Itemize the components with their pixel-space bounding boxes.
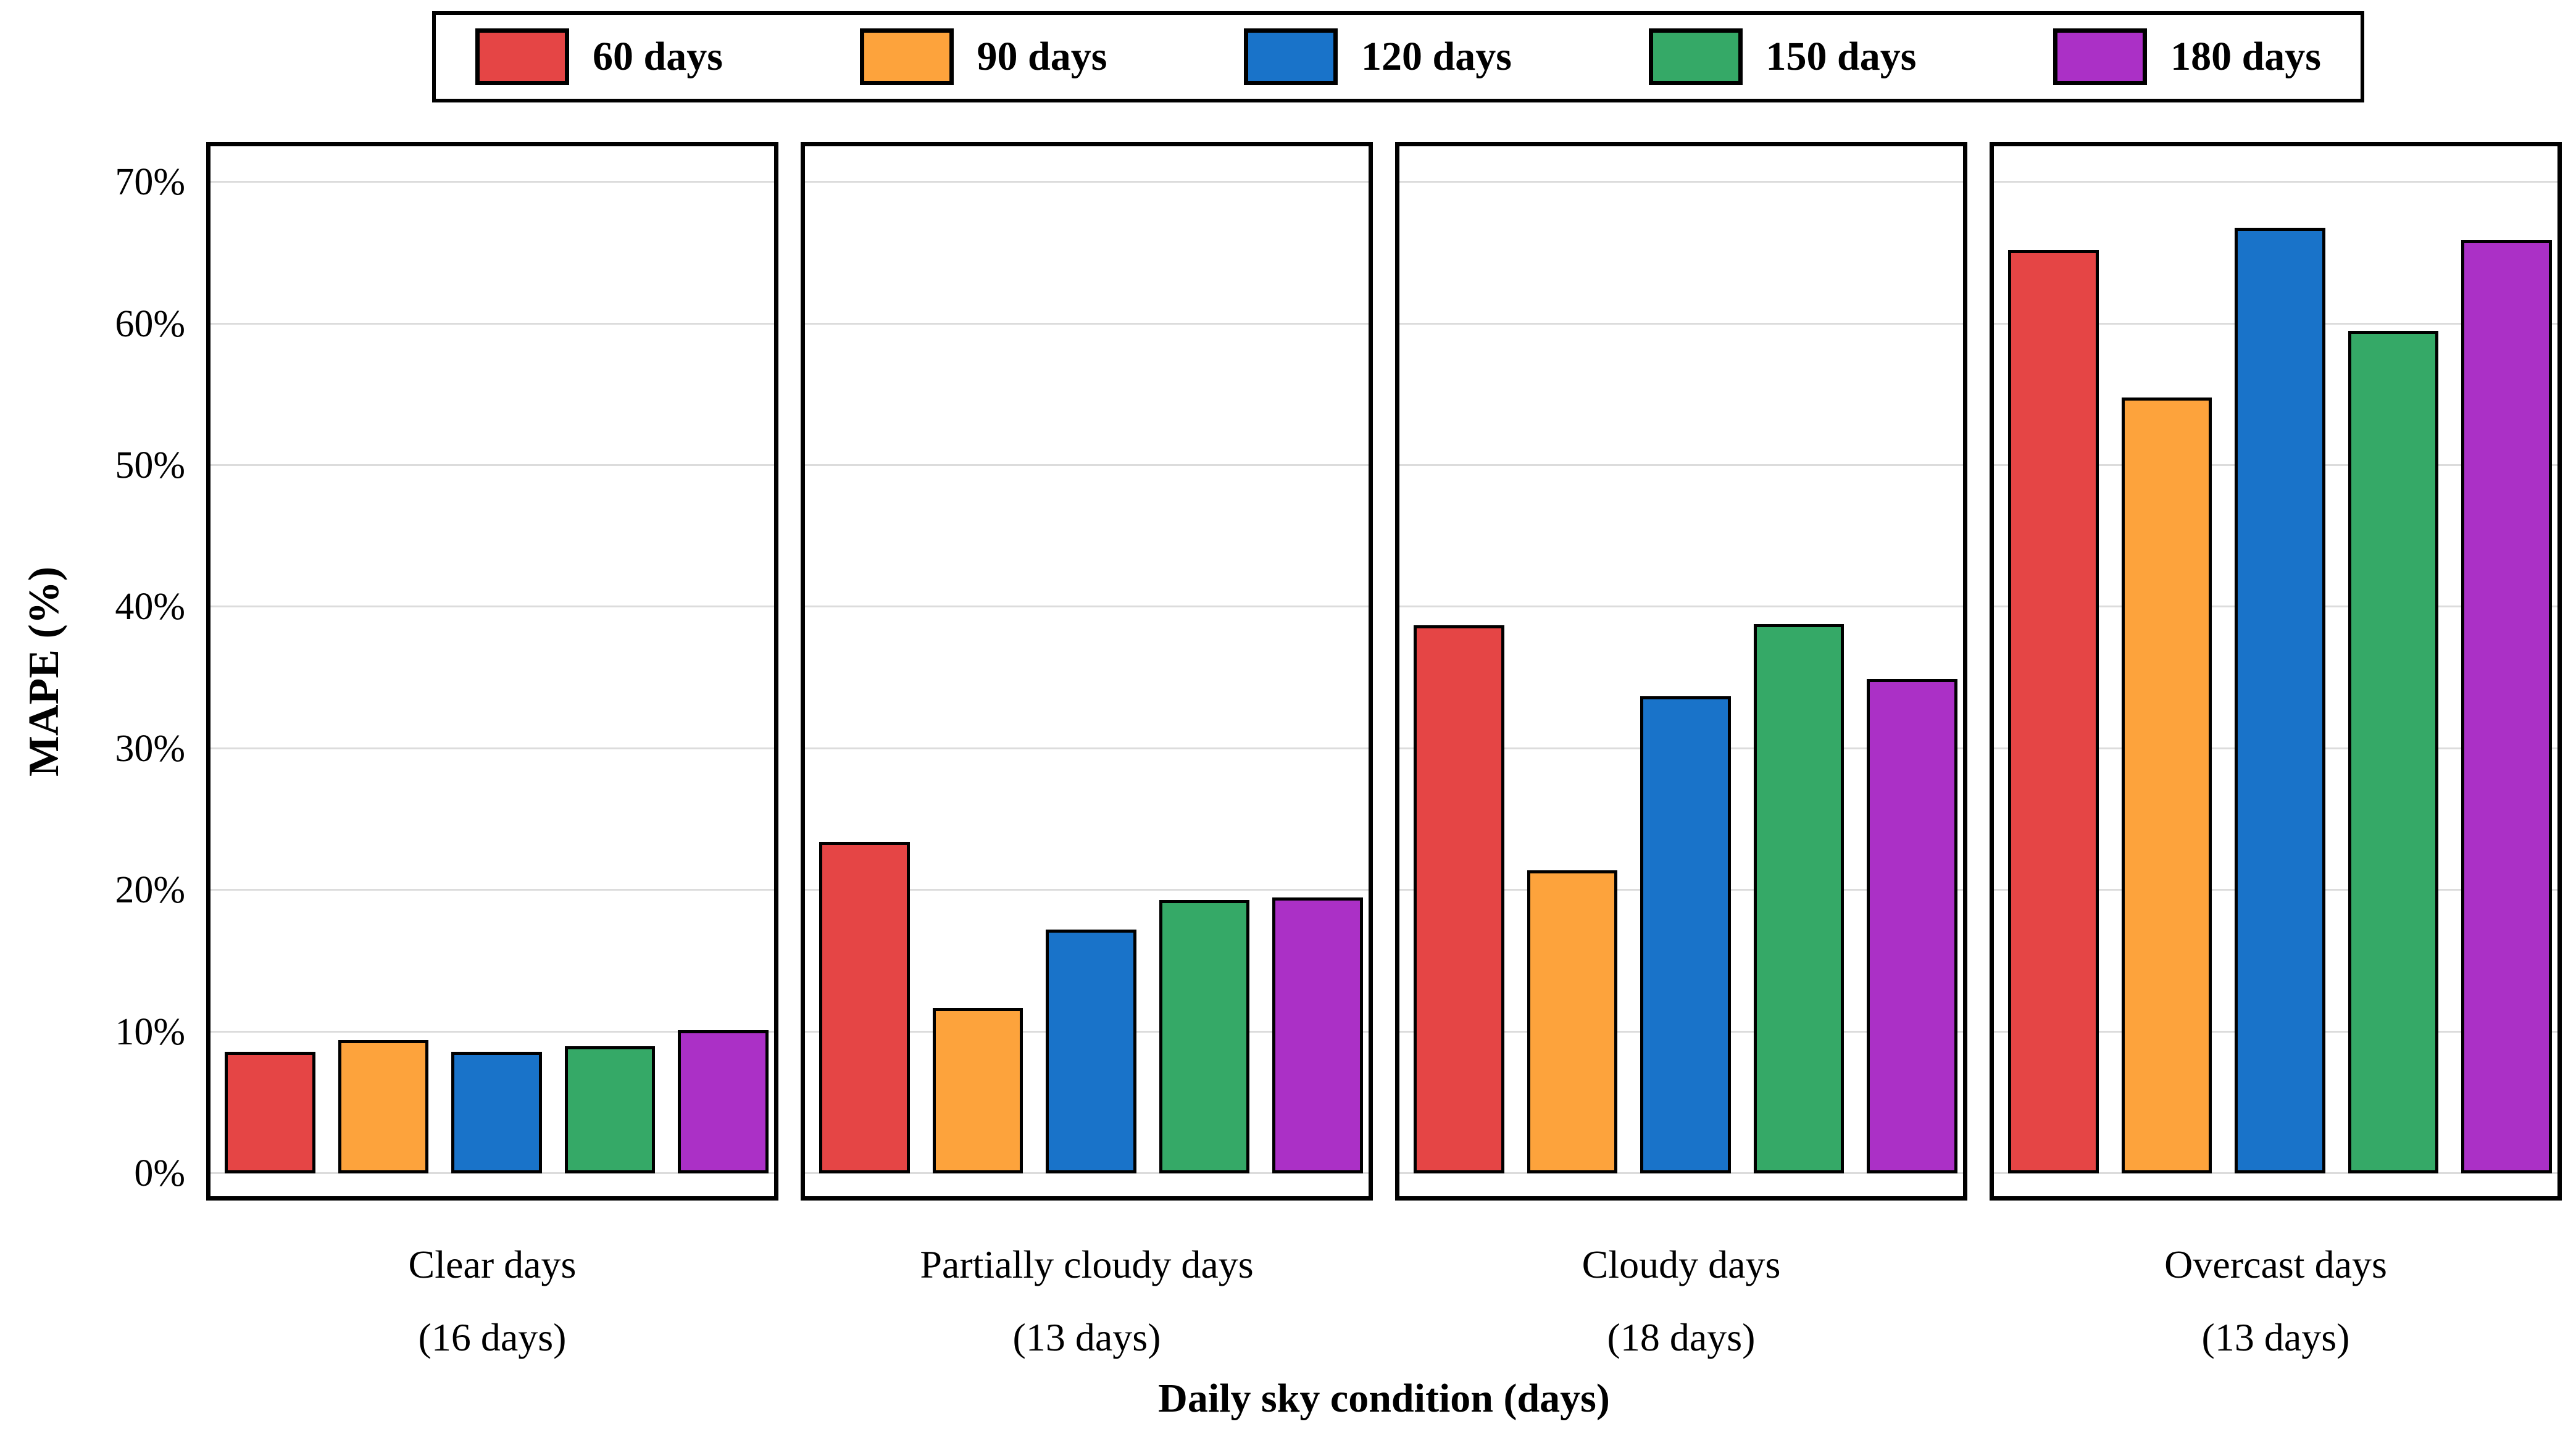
- chart-panel-2: [801, 142, 1373, 1201]
- gridline-70: [210, 181, 774, 183]
- category-count: (18 days): [1607, 1315, 1756, 1359]
- legend-swatch-180-days: [2053, 28, 2148, 85]
- y-tick-label-60: 60%: [115, 302, 185, 345]
- gridline-50: [210, 464, 774, 466]
- bar-150-days-3: [1753, 623, 1844, 1173]
- y-tick-label-40: 40%: [115, 586, 185, 628]
- chart-panel-3: [1395, 142, 1967, 1201]
- legend-label: 150 days: [1765, 34, 1917, 79]
- category-name: Cloudy days: [1582, 1243, 1781, 1286]
- gridline-20: [210, 889, 774, 891]
- bar-60-days-1: [225, 1051, 315, 1173]
- gridline-40: [1399, 606, 1963, 608]
- bar-90-days-4: [2121, 397, 2212, 1173]
- category-name: Partially cloudy days: [920, 1243, 1254, 1286]
- gridline-60: [210, 322, 774, 325]
- x-axis-title: Daily sky condition (days): [1158, 1376, 1610, 1421]
- bar-180-days-1: [678, 1030, 769, 1173]
- legend-swatch-60-days: [475, 28, 569, 85]
- bar-150-days-4: [2348, 331, 2439, 1173]
- gridline-30: [805, 747, 1369, 749]
- gridline-60: [1399, 322, 1963, 325]
- legend-label: 60 days: [593, 34, 723, 79]
- bar-150-days-2: [1159, 900, 1250, 1173]
- legend-label: 120 days: [1361, 34, 1512, 79]
- category-label-1: Clear days (16 days): [206, 1228, 778, 1374]
- legend: 60 days 90 days 120 days 150 days 180 days: [432, 11, 2364, 102]
- y-tick-label-10: 10%: [115, 1010, 185, 1053]
- bar-90-days-3: [1527, 870, 1618, 1173]
- legend-swatch-90-days: [859, 28, 954, 85]
- category-label-2: Partially cloudy days (13 days): [801, 1228, 1373, 1374]
- legend-item-150-days: 150 days: [1648, 28, 1917, 85]
- bar-60-days-4: [2008, 250, 2099, 1173]
- y-tick-label-0: 0%: [134, 1152, 185, 1194]
- category-count: (13 days): [2201, 1315, 2350, 1359]
- bar-90-days-2: [932, 1007, 1023, 1173]
- gridline-30: [210, 747, 774, 749]
- legend-item-90-days: 90 days: [859, 28, 1107, 85]
- category-count: (13 days): [1012, 1315, 1161, 1359]
- gridline-40: [805, 606, 1369, 608]
- legend-label: 90 days: [977, 34, 1107, 79]
- gridline-70: [1399, 181, 1963, 183]
- gridline-10: [210, 1030, 774, 1033]
- bar-150-days-1: [564, 1046, 656, 1173]
- bar-60-days-3: [1414, 625, 1504, 1173]
- y-tick-label-50: 50%: [115, 444, 185, 486]
- gridline-50: [805, 464, 1369, 466]
- gridline-50: [1399, 464, 1963, 466]
- legend-label: 180 days: [2170, 34, 2321, 79]
- bar-180-days-3: [1867, 679, 1957, 1173]
- category-label-4: Overcast days (13 days): [1990, 1228, 2562, 1374]
- gridline-70: [805, 181, 1369, 183]
- legend-item-120-days: 120 days: [1244, 28, 1512, 85]
- chart-panel-4: [1990, 142, 2562, 1201]
- chart-panel-1: [206, 142, 778, 1201]
- y-axis-title: MAPE (%): [20, 566, 68, 777]
- legend-swatch-150-days: [1648, 28, 1743, 85]
- legend-item-180-days: 180 days: [2053, 28, 2321, 85]
- gridline-40: [210, 606, 774, 608]
- gridline-60: [805, 322, 1369, 325]
- y-tick-label-70: 70%: [115, 161, 185, 204]
- category-label-3: Cloudy days (18 days): [1395, 1228, 1967, 1374]
- bar-120-days-1: [451, 1051, 542, 1173]
- bar-120-days-4: [2235, 227, 2325, 1173]
- bar-60-days-2: [819, 842, 910, 1173]
- category-name: Clear days: [408, 1243, 577, 1286]
- bar-120-days-2: [1046, 930, 1136, 1173]
- y-tick-label-30: 30%: [115, 727, 185, 770]
- legend-item-60-days: 60 days: [475, 28, 723, 85]
- bar-180-days-2: [1272, 897, 1363, 1173]
- bar-180-days-4: [2461, 240, 2552, 1173]
- y-tick-label-20: 20%: [115, 869, 185, 912]
- category-name: Overcast days: [2164, 1243, 2387, 1286]
- bar-90-days-1: [338, 1040, 429, 1173]
- category-count: (16 days): [418, 1315, 567, 1359]
- legend-swatch-120-days: [1244, 28, 1338, 85]
- gridline-20: [805, 889, 1369, 891]
- bar-120-days-3: [1640, 696, 1731, 1173]
- gridline-70: [1994, 181, 2557, 183]
